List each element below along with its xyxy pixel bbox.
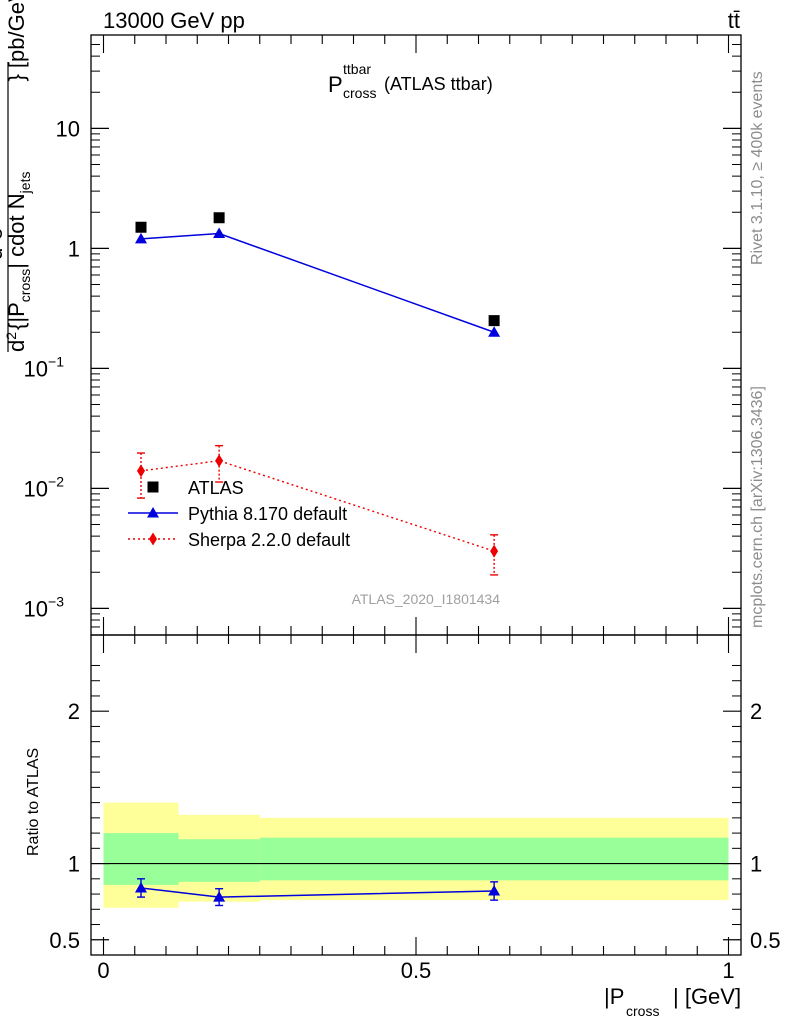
svg-text:d2σfid: d2σfid xyxy=(0,212,7,260)
ratio-y-tick-label-left: 1 xyxy=(68,852,80,877)
pythia-point xyxy=(213,227,226,239)
sherpa-point xyxy=(137,464,145,478)
main-plot: 10−3 10−2 10−1 1 10 ATLAS Pythia 8.170 default… xyxy=(24,34,741,636)
ratio-plot: 0.5 0.5 1 1 2 2 0 0.5 1 xyxy=(49,635,781,983)
ratio-pythia-point xyxy=(488,885,501,896)
main-y-tick-label: 10 xyxy=(56,116,80,141)
pythia-line xyxy=(140,232,495,333)
rivet-version-label: Rivet 3.1.10, ≥ 400k events xyxy=(749,71,766,265)
y-axis-label: d2{|Pcross| cdot Njets} [pb/GeV] d2σfid xyxy=(0,0,33,352)
ratio-y-tick-label-right: 2 xyxy=(750,699,762,724)
main-y-tick-label: 10−2 xyxy=(24,473,65,501)
main-y-tick-label: 10−3 xyxy=(24,593,65,621)
y-label-jets: jets xyxy=(17,172,33,195)
legend-pythia-marker xyxy=(147,507,159,518)
ratio-y-tick-label-left: 2 xyxy=(68,699,80,724)
ratio-plot-frame xyxy=(90,634,742,956)
sherpa-point xyxy=(215,454,224,468)
sherpa-line xyxy=(140,460,495,552)
main-y-tick-label: 1 xyxy=(68,236,80,261)
mcplots-label: mcplots.cern.ch [arXiv:1306.3436] xyxy=(749,386,766,628)
ratio-y-tick-label-right: 0.5 xyxy=(750,928,781,953)
y-label-d: d xyxy=(4,340,29,352)
y-label-num-d: d xyxy=(0,248,7,260)
atlas-point xyxy=(488,315,500,327)
pythia-point xyxy=(135,232,147,244)
svg-text:d2{|Pcross| cdot Njets} [pb/Ge: d2{|Pcross| cdot Njets} [pb/GeV] xyxy=(3,0,33,352)
atlas-point xyxy=(135,221,147,233)
pythia-point xyxy=(488,326,501,337)
process-label: tt̄ xyxy=(728,8,740,33)
y-label-two: 2 xyxy=(3,332,19,340)
ratio-pythia-point xyxy=(135,881,147,893)
sherpa-point xyxy=(490,544,499,558)
x-label-post: | [GeV] xyxy=(673,984,741,1009)
legend-sherpa-label: Sherpa 2.2.0 default xyxy=(188,530,350,550)
y-label-sigma: σ xyxy=(0,226,7,240)
ratio-y-axis-label: Ratio to ATLAS xyxy=(25,748,42,856)
plot-title-suffix: (ATLAS ttbar) xyxy=(384,74,493,94)
energy-label: 13000 GeV pp xyxy=(103,8,245,33)
plot-title-superscript: ttbar xyxy=(343,61,371,77)
y-label-cross: cross xyxy=(17,269,33,302)
svg-text:P: P xyxy=(328,72,343,97)
main-y-tick-label: 10−1 xyxy=(24,353,65,381)
x-label-sub: cross xyxy=(626,1003,659,1019)
svg-text:|P: |P xyxy=(604,984,624,1009)
ratio-y-tick-label-right: 1 xyxy=(750,852,762,877)
x-axis-label: |P cross | [GeV] xyxy=(604,984,741,1019)
legend-atlas-label: ATLAS xyxy=(188,478,244,498)
ratio-x-tick-label: 1 xyxy=(722,958,734,983)
plot-title: P ttbar cross (ATLAS ttbar) xyxy=(328,61,493,101)
ratio-y-tick-label-left: 0.5 xyxy=(49,928,80,953)
legend-pythia-label: Pythia 8.170 default xyxy=(188,504,347,524)
ratio-pythia-point xyxy=(213,891,226,902)
analysis-id: ATLAS_2020_I1801434 xyxy=(352,591,501,607)
plot-title-main: P xyxy=(328,72,343,97)
ratio-band-inner xyxy=(103,833,179,885)
ratio-x-tick-label: 0.5 xyxy=(401,958,432,983)
legend-atlas-marker xyxy=(147,481,159,493)
atlas-point xyxy=(213,212,225,224)
x-label-pre: |P xyxy=(604,984,624,1009)
legend-sherpa-marker xyxy=(149,532,157,546)
plot-title-subscript: cross xyxy=(343,85,376,101)
ratio-band-inner xyxy=(259,837,729,881)
ratio-band-inner xyxy=(178,839,260,882)
ratio-x-tick-label: 0 xyxy=(97,958,109,983)
